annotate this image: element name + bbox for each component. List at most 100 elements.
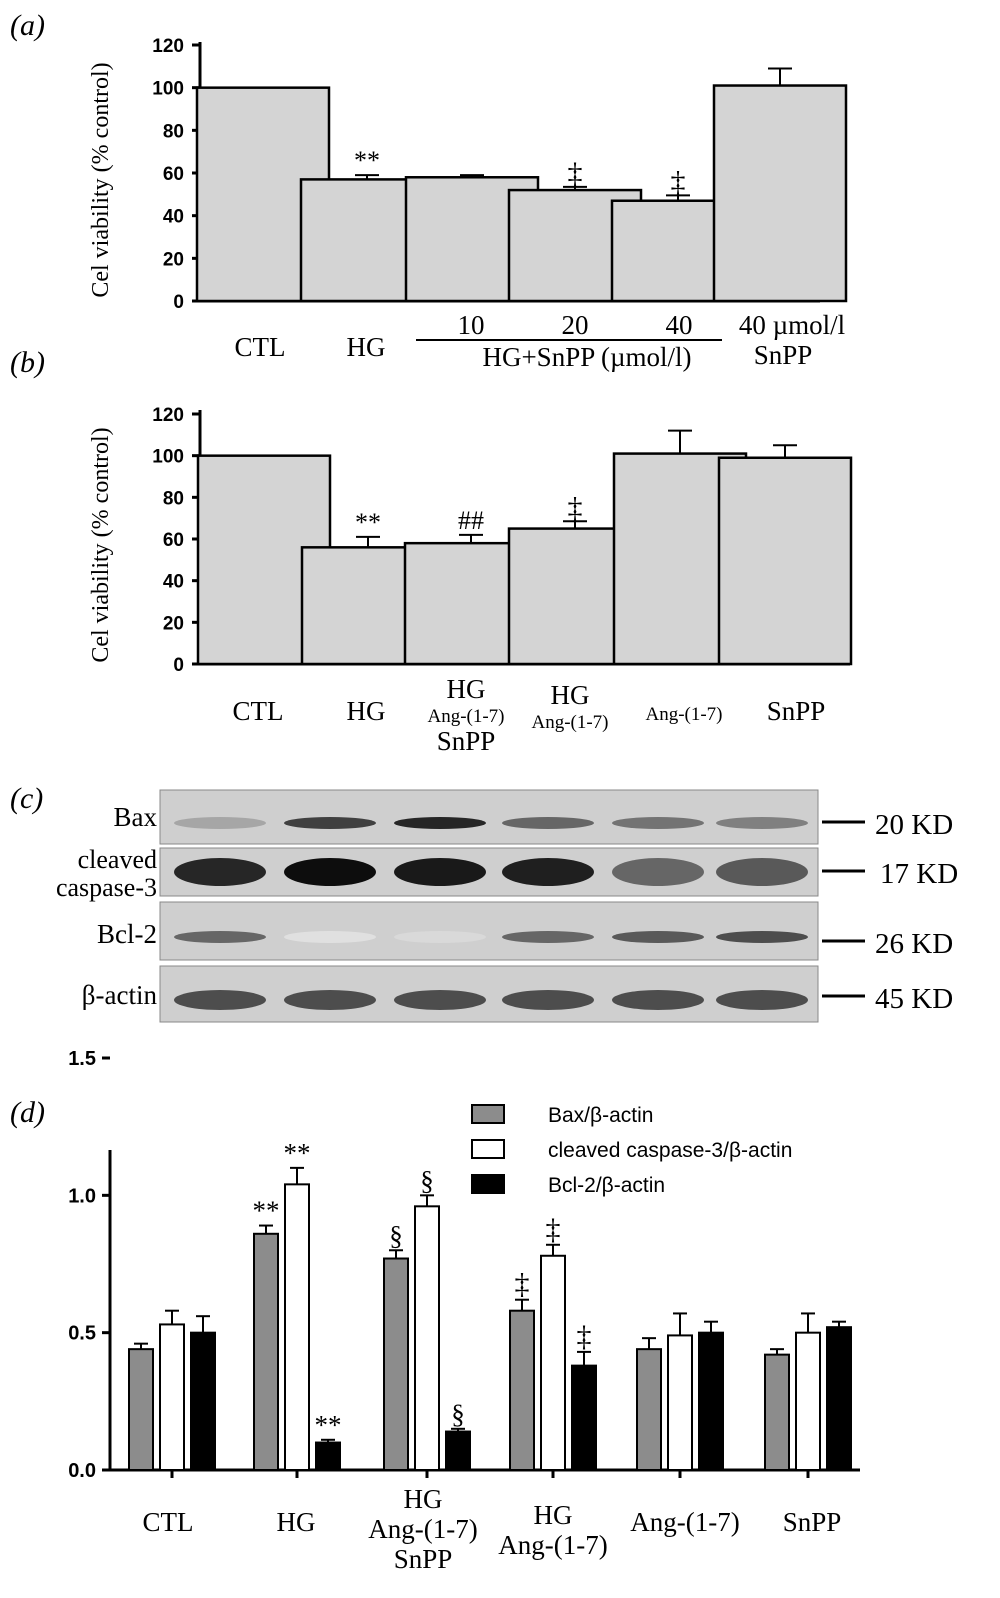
chart-d-xlabel-g4-line2: Ang-(1-7) [498, 1530, 607, 1560]
chart-b-xlabel-g3-line2: Ang-(1-7) [427, 706, 504, 727]
blot-band-3-0 [174, 990, 266, 1010]
chart-d-bar-2-3 [571, 1364, 597, 1472]
blot-kd-26: 26 KD [875, 928, 953, 960]
chart-d-ytick-label-0: 0.0 [68, 1460, 96, 1482]
blot-row-3 [159, 965, 819, 1023]
chart-d-bar-0-3 [509, 1309, 535, 1472]
chart-b-ytick-label-3: 60 [163, 530, 184, 551]
chart-d-ytick-label-1: 0.5 [68, 1323, 96, 1345]
chart-a-xlabel-10: 10 [458, 310, 485, 340]
legend-swatch-caspase [471, 1139, 505, 1159]
chart-a-bar-5 [712, 84, 848, 303]
chart-b-xlabel-ang: Ang-(1-7) [645, 704, 722, 725]
chart-d-bar-1-0 [159, 1323, 185, 1471]
legend-swatch-bcl2 [471, 1174, 505, 1194]
chart-d-bar-1-4 [667, 1334, 693, 1471]
chart-d-bar-2-5 [826, 1326, 852, 1471]
chart-d-ytick-label-3: 1.5 [68, 1048, 96, 1070]
chart-a-ytick-label-3: 60 [163, 164, 184, 185]
chart-a-xlabel-ctl: CTL [235, 332, 286, 362]
blot-band-3-2 [394, 990, 486, 1010]
blot-band-3-3 [502, 990, 594, 1010]
blot-band-1-2 [394, 858, 486, 886]
blot-band-1-5 [716, 858, 808, 886]
chart-b-xlabel-g3-line3: SnPP [437, 726, 496, 756]
blot-label-caspase-line2: caspase-3 [56, 873, 157, 902]
chart-d-annotation-1-1: ** [284, 1138, 311, 1168]
blot-label-bax: Bax [114, 802, 158, 832]
chart-d-bar-1-1 [284, 1183, 310, 1471]
chart-a-annotation-1: ** [354, 146, 380, 175]
chart-a-ytick-label-4: 80 [163, 121, 184, 142]
blot-band-0-0 [174, 817, 266, 829]
chart-d-annotation-2-2: § [451, 1399, 465, 1429]
chart-d-xlabel-g3-line3: SnPP [394, 1544, 453, 1574]
blot-band-3-5 [716, 990, 808, 1010]
chart-a-xlabel-hg: HG [347, 332, 386, 362]
chart-d-xlabel-ctl: CTL [143, 1507, 194, 1537]
chart-a-ytick-label-2: 40 [163, 207, 184, 228]
chart-a-annotation-4: ‡ [671, 165, 686, 198]
chart-a-group-label: HG+SnPP (µmol/l) [482, 342, 691, 372]
chart-d-bar-1-3 [540, 1254, 566, 1472]
chart-a-ylabel: Cel viability (% control) [88, 62, 114, 297]
blot-band-1-3 [502, 858, 594, 886]
chart-a-ytick-label-0: 0 [173, 292, 184, 313]
chart-d-xlabel-g3-line1: HG [404, 1484, 443, 1514]
chart-d-bar-0-5 [764, 1353, 790, 1472]
blot-row-2 [159, 901, 819, 961]
chart-b-xlabel-g4-line1: HG [551, 680, 590, 710]
panel-label-c: (c) [10, 782, 43, 815]
chart-b-ylabel: Cel viability (% control) [88, 427, 114, 662]
blot-band-2-5 [716, 931, 808, 943]
blot-band-3-1 [284, 990, 376, 1010]
blot-kd-20: 20 KD [875, 809, 953, 841]
blot-label-bactin: β-actin [82, 980, 158, 1010]
chart-d-bar-0-4 [636, 1348, 662, 1471]
blot-kd-17: 17 KD [880, 858, 958, 890]
chart-b-ytick-label-4: 80 [163, 488, 184, 509]
blot-label-bcl2: Bcl-2 [97, 919, 157, 949]
chart-d-bar-2-1 [315, 1441, 341, 1471]
blot-band-0-5 [716, 817, 808, 829]
blot-band-0-4 [612, 817, 704, 829]
chart-d-bar-1-5 [795, 1331, 821, 1471]
blot-label-caspase-line1: cleaved [78, 845, 157, 874]
panel-label-a: (a) [10, 9, 45, 42]
chart-d-xlabel-g3-line2: Ang-(1-7) [368, 1514, 477, 1544]
chart-a: Cel viability (% control) HG+SnPP (µmol/… [88, 36, 848, 372]
chart-a-ytick-label-5: 100 [152, 79, 184, 100]
chart-b-ytick-label-1: 20 [163, 613, 184, 634]
blot-kd-45: 45 KD [875, 983, 953, 1015]
chart-b-ytick-label-0: 0 [173, 655, 184, 676]
legend-label-caspase: cleaved caspase-3/β-actin [548, 1139, 792, 1162]
chart-b-xlabel-snpp: SnPP [767, 696, 826, 726]
blot-band-1-0 [174, 858, 266, 886]
chart-a-xlabel-snpp: SnPP [754, 340, 813, 370]
chart-d-xlabel-ang: Ang-(1-7) [630, 1507, 739, 1537]
chart-d-annotation-1-2: § [420, 1165, 434, 1195]
chart-b-xlabel-g4-line2: Ang-(1-7) [531, 712, 608, 733]
chart-a-xlabel-20: 20 [562, 310, 589, 340]
chart-d-annotation-1-3: ‡ [546, 1213, 561, 1246]
chart-a-ytick-label-6: 120 [152, 36, 184, 57]
chart-d-annotation-2-3: ‡ [577, 1320, 592, 1353]
blot-band-2-3 [502, 931, 594, 943]
chart-d-annotation-0-1: ** [253, 1196, 280, 1226]
chart-b-ytick-label-5: 100 [152, 447, 184, 468]
chart-d-bar-0-1 [253, 1232, 279, 1471]
blot-band-2-0 [174, 931, 266, 943]
chart-a-annotation-3: ‡ [568, 157, 583, 190]
chart-d-bar-2-0 [190, 1331, 216, 1471]
chart-d: Bax/β-actin cleaved caspase-3/β-actin Bc… [68, 1048, 860, 1574]
chart-d-xlabel-g4-line1: HG [534, 1500, 573, 1530]
chart-d-bar-0-2 [383, 1257, 409, 1472]
chart-d-annotation-2-1: ** [315, 1410, 342, 1440]
chart-b-ytick-label-2: 40 [163, 572, 184, 593]
blot-row-0 [159, 789, 819, 845]
chart-d-ytick-label-2: 1.0 [68, 1185, 96, 1207]
panel-label-d: (d) [10, 1096, 45, 1129]
chart-d-annotation-0-3: ‡ [515, 1268, 530, 1301]
chart-d-bar-2-2 [445, 1430, 471, 1471]
